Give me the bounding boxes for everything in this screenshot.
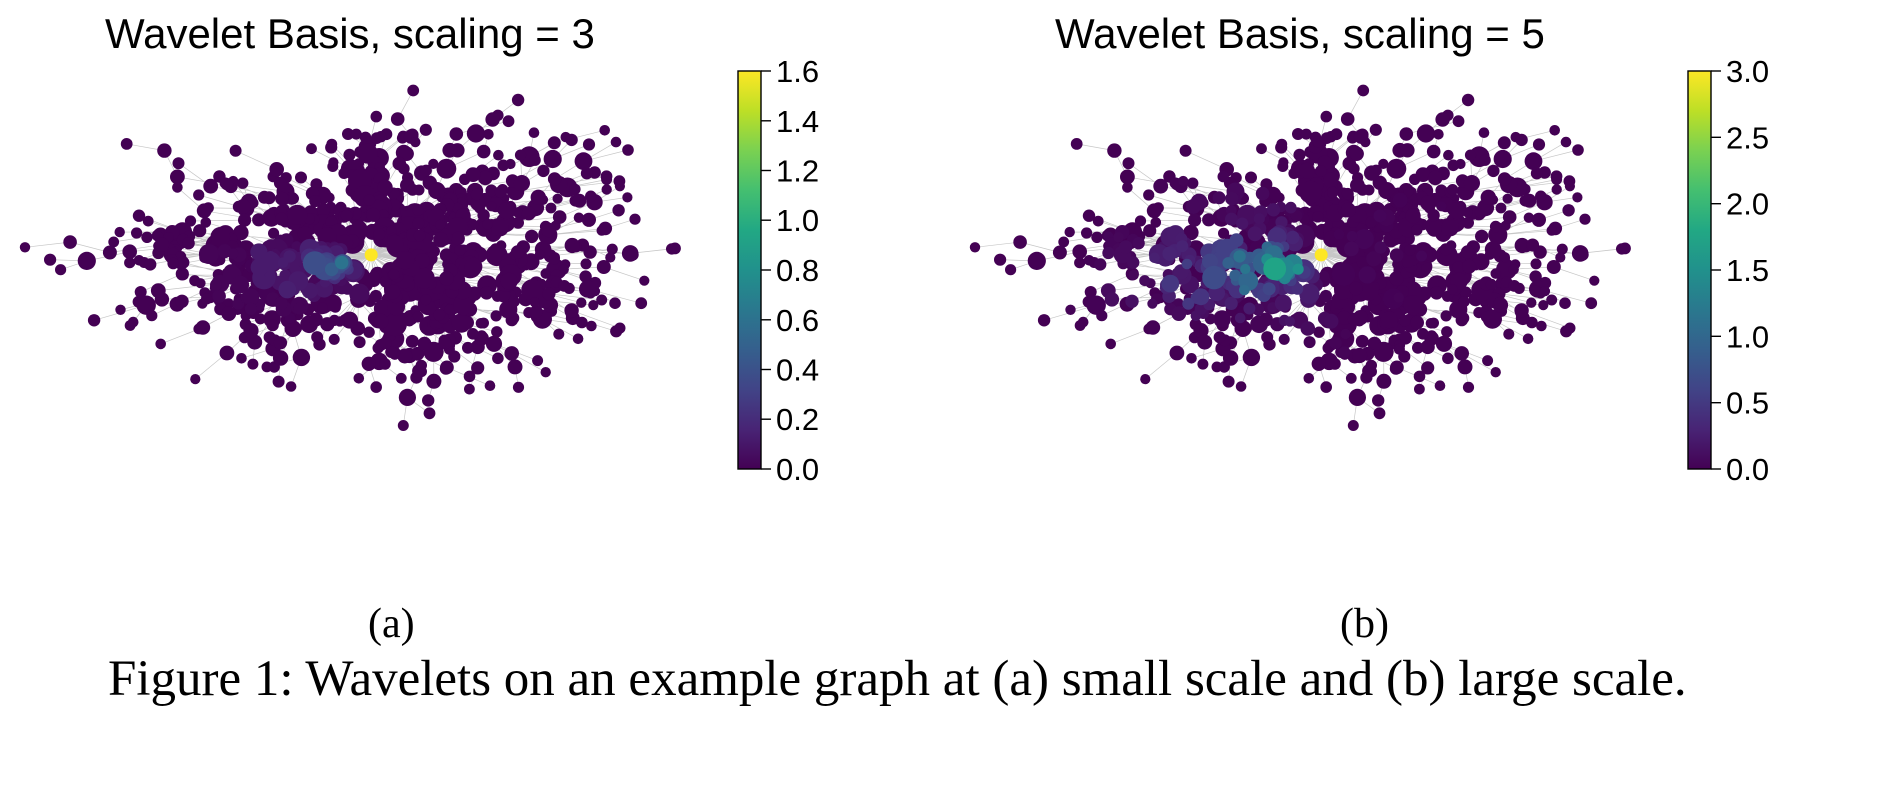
svg-text:3.0: 3.0	[1726, 54, 1769, 89]
svg-text:0.2: 0.2	[776, 402, 819, 437]
svg-text:1.4: 1.4	[776, 104, 819, 139]
svg-text:1.2: 1.2	[776, 154, 819, 189]
svg-text:0.0: 0.0	[1726, 452, 1769, 487]
svg-text:1.0: 1.0	[1726, 319, 1769, 354]
svg-text:0.4: 0.4	[776, 353, 819, 388]
svg-text:0.8: 0.8	[776, 253, 819, 288]
svg-text:1.0: 1.0	[776, 203, 819, 238]
svg-text:1.5: 1.5	[1726, 253, 1769, 288]
svg-text:0.0: 0.0	[776, 452, 819, 487]
svg-text:0.6: 0.6	[776, 303, 819, 338]
svg-text:2.0: 2.0	[1726, 187, 1769, 222]
svg-text:0.5: 0.5	[1726, 386, 1769, 421]
svg-text:2.5: 2.5	[1726, 120, 1769, 155]
svg-text:1.6: 1.6	[776, 54, 819, 89]
